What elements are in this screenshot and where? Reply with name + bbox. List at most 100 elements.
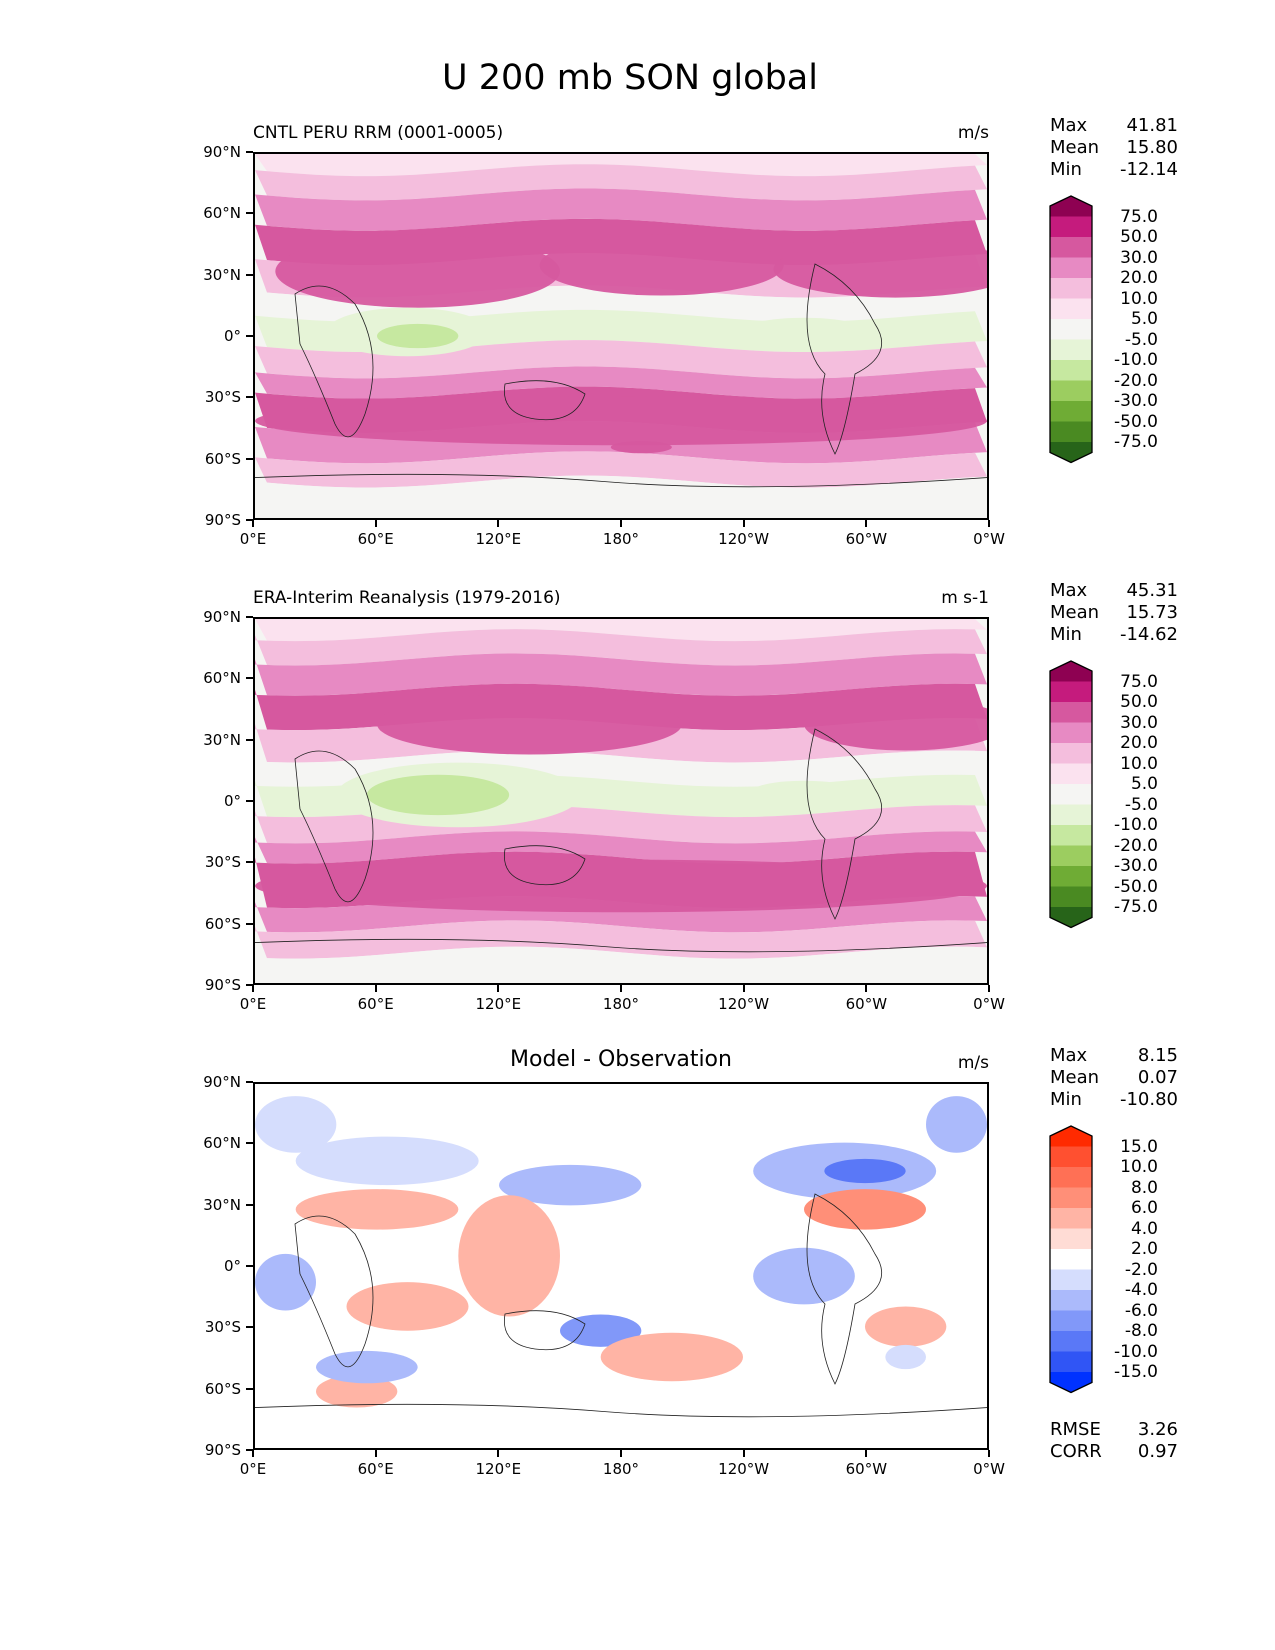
x-tick (988, 1450, 990, 1457)
contour-band (255, 653, 987, 696)
x-tick (252, 1450, 254, 1457)
y-tick (246, 1449, 253, 1451)
colorbar-segment (1050, 845, 1092, 867)
colorbar-segment (1050, 401, 1092, 422)
panel-title: ERA-Interim Reanalysis (1979-2016) (253, 588, 561, 608)
difference-anomaly (346, 1282, 469, 1331)
x-tick-label: 60°E (357, 995, 394, 1013)
colorbar-outline (1049, 1125, 1093, 1394)
colorbar-label: -10.0 (1114, 1341, 1158, 1362)
y-tick (246, 616, 253, 618)
stat-value: 15.80 (1126, 137, 1178, 158)
y-tick-label: 30°S (204, 853, 241, 872)
colorbar-label: -20.0 (1114, 835, 1158, 856)
colorbar-segment (1050, 380, 1092, 402)
stat-label: Max (1050, 1045, 1088, 1066)
y-tick (246, 1387, 253, 1390)
y-tick-label: 90°N (203, 608, 241, 626)
difference-anomaly (824, 1158, 906, 1184)
contour-band (255, 366, 987, 399)
panel-units: m s-1 (941, 588, 989, 608)
x-tick (620, 520, 622, 527)
colorbar-label: -75.0 (1114, 432, 1158, 452)
colorbar-segment (1050, 421, 1092, 443)
stat-label: Mean (1050, 137, 1100, 158)
map-canvas (255, 154, 987, 518)
y-tick-label: 90°N (203, 1073, 241, 1091)
colorbar-segment (1050, 278, 1092, 299)
x-tick (374, 1450, 377, 1457)
stat-row: Min -12.14 (1050, 159, 1178, 181)
stat-label: Mean (1050, 1067, 1100, 1088)
map-canvas (255, 1084, 987, 1448)
stat-value: 15.73 (1126, 602, 1178, 623)
y-tick (246, 273, 253, 276)
x-tick (865, 985, 868, 992)
map-plot (253, 1082, 989, 1450)
y-tick (246, 151, 253, 153)
stat-label: RMSE (1050, 1418, 1101, 1440)
y-tick-label: 30°N (203, 265, 241, 284)
tropical-easterlies (753, 780, 855, 801)
y-tick (246, 1142, 253, 1145)
x-tick-label: 120°W (718, 530, 770, 548)
y-tick-label: 60°N (203, 1134, 241, 1153)
colorbar-segment (1050, 1290, 1092, 1311)
colorbar-label: 8.0 (1130, 1177, 1158, 1198)
x-tick-label: 0°E (239, 530, 267, 548)
contour-band (255, 831, 987, 864)
difference-anomaly (865, 1306, 947, 1347)
colorbar-label: 30.0 (1120, 247, 1158, 268)
jet-core (610, 441, 672, 454)
colorbar-label: 30.0 (1120, 712, 1158, 733)
colorbar-label: -30.0 (1114, 856, 1158, 876)
stat-value: 0.07 (1137, 1067, 1178, 1088)
colorbar (1049, 1125, 1093, 1394)
colorbar-extend-max (1050, 1126, 1092, 1147)
difference-anomaly (804, 1189, 926, 1230)
difference-anomaly (926, 1096, 987, 1153)
y-tick-label: 90°N (203, 143, 241, 161)
colorbar-segment (1050, 743, 1092, 764)
colorbar-extend-max (1050, 196, 1092, 217)
stat-label: Max (1050, 580, 1088, 601)
jet-core (377, 693, 682, 755)
stats-box: Max 8.15 Mean 0.07 Min -10.80 (1050, 1045, 1178, 1111)
stat-row: Min -14.62 (1050, 624, 1178, 646)
jet-core (539, 234, 784, 296)
colorbar (1049, 195, 1093, 464)
difference-anomaly (560, 1314, 642, 1347)
colorbar-label: 2.0 (1130, 1239, 1158, 1259)
x-tick-label: 0°E (239, 1460, 267, 1478)
tropical-easterlies (743, 317, 865, 343)
colorbar-segment (1050, 1146, 1092, 1168)
x-tick (497, 520, 500, 527)
coastline (294, 263, 883, 455)
x-tick (497, 985, 500, 992)
y-tick-label: 60°N (203, 669, 241, 688)
difference-anomaly (255, 1253, 316, 1311)
stats-box: Max 41.81 Mean 15.80 Min -12.14 (1050, 115, 1178, 181)
contour-band (255, 619, 987, 642)
colorbar-segment (1050, 1249, 1092, 1270)
colorbar-label: 5.0 (1130, 774, 1158, 794)
colorbar-label: -10.0 (1114, 815, 1158, 835)
colorbar-outline (1049, 660, 1093, 929)
x-tick (988, 520, 990, 527)
colorbar-segment (1050, 866, 1092, 887)
y-tick (246, 1081, 253, 1083)
x-tick (252, 985, 254, 992)
stat-value: -14.62 (1119, 624, 1178, 645)
colorbar-segment (1050, 1228, 1092, 1250)
y-tick (246, 738, 253, 741)
difference-anomaly (295, 1189, 459, 1230)
stat-label: Mean (1050, 602, 1100, 623)
y-tick-label: 60°S (204, 449, 241, 468)
x-tick (742, 520, 745, 527)
map-canvas (255, 619, 987, 983)
colorbar-label: -50.0 (1114, 411, 1158, 432)
colorbar-label: 5.0 (1130, 309, 1158, 329)
y-tick (246, 1265, 253, 1267)
difference-anomaly (753, 1247, 855, 1305)
y-tick-label: 60°N (203, 204, 241, 223)
